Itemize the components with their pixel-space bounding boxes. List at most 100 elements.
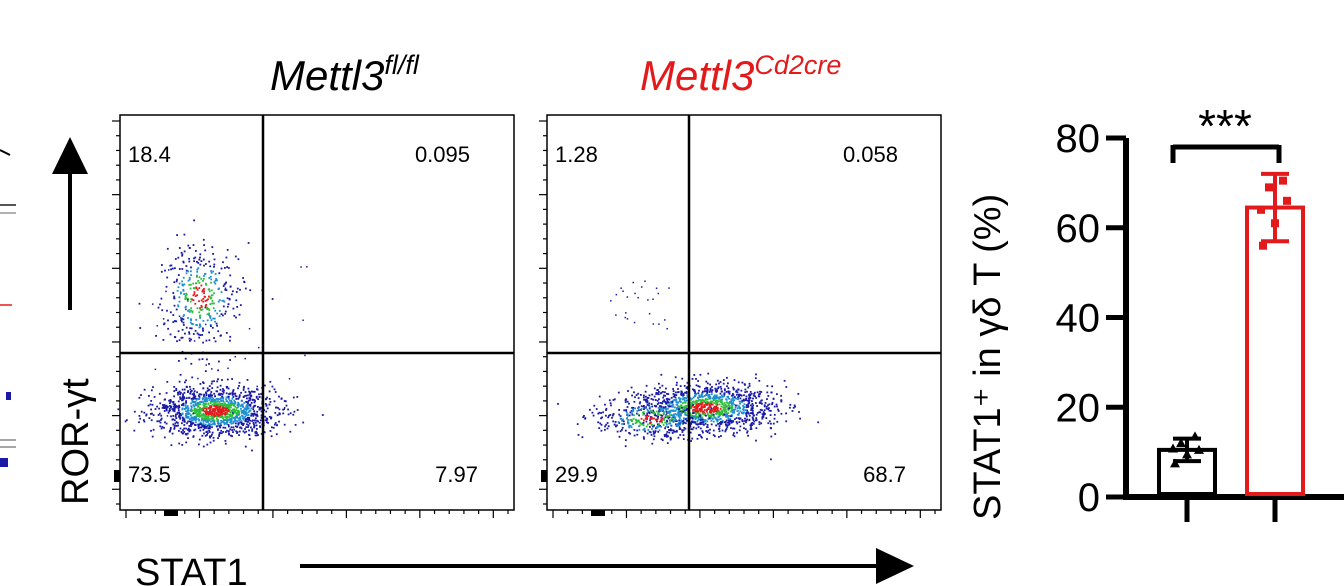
flow-event: [203, 393, 205, 396]
flow-event: [707, 407, 710, 409]
flow-event: [668, 410, 671, 413]
flow-event: [183, 388, 186, 391]
flow-event: [232, 390, 234, 393]
flow-event: [195, 403, 197, 405]
flow-event: [224, 312, 227, 315]
flow-event: [733, 396, 736, 398]
flow-event: [241, 414, 243, 417]
flow-event: [216, 279, 218, 282]
flow-event: [662, 424, 665, 426]
flow-event: [201, 398, 204, 401]
flow-event: [181, 397, 183, 400]
flow-event: [689, 397, 692, 400]
flow-event: [742, 420, 744, 423]
flow-event: [777, 410, 780, 412]
flow-event: [606, 427, 609, 430]
flow-event: [730, 398, 733, 401]
flow-event: [733, 432, 735, 435]
flow-event: [633, 391, 635, 394]
flow-event: [161, 407, 164, 409]
flow-event: [697, 385, 700, 387]
flow-event: [242, 410, 245, 413]
flow-event: [150, 419, 153, 422]
flow-event: [260, 393, 262, 395]
flow-event: [646, 401, 649, 404]
flow-event: [227, 367, 229, 370]
flow-event: [667, 417, 670, 420]
flow-event: [657, 392, 659, 394]
flow-event: [232, 404, 235, 407]
flow-event: [199, 315, 201, 317]
flow-event: [227, 396, 230, 399]
flow-event: [658, 391, 660, 393]
flow-event: [696, 410, 699, 413]
flow-event: [154, 368, 157, 371]
flow-event: [705, 414, 707, 417]
flow-event: [754, 395, 757, 398]
flow-event: [203, 432, 205, 435]
flow-event: [695, 409, 698, 412]
flow-event: [217, 422, 220, 425]
flow-event: [202, 401, 204, 403]
flow-event: [272, 426, 275, 429]
quadrant-label-bottom-left: 29.9: [555, 462, 598, 487]
flow-event: [642, 411, 644, 414]
flow-event: [208, 435, 211, 438]
flow-event: [173, 390, 176, 392]
flow-event: [245, 430, 248, 433]
flow-event: [666, 420, 669, 423]
flow-event: [197, 267, 200, 270]
flow-event: [185, 269, 188, 272]
flow-event: [597, 412, 600, 415]
flow-event: [715, 418, 718, 421]
flow-event: [635, 418, 637, 421]
flow-event: [176, 278, 178, 281]
flow-event: [615, 425, 617, 428]
flow-event: [243, 402, 246, 404]
flow-event: [683, 426, 686, 429]
flow-event: [735, 417, 738, 419]
flow-event: [755, 419, 758, 421]
flow-event: [247, 411, 250, 414]
flow-event: [685, 404, 688, 407]
flow-event: [192, 394, 195, 397]
flow-event: [183, 233, 186, 236]
flow-event: [715, 424, 718, 427]
flow-event: [747, 397, 750, 400]
flow-event: [156, 405, 158, 408]
flow-event: [196, 324, 198, 326]
flow-event: [700, 400, 702, 402]
flow-event: [254, 421, 257, 424]
flow-event: [162, 405, 165, 408]
flow-event: [695, 405, 698, 408]
flow-event: [240, 391, 242, 394]
flow-event: [706, 388, 709, 391]
flow-event: [238, 410, 241, 413]
flow-event: [681, 402, 684, 405]
flow-event: [236, 415, 238, 418]
flow-event: [728, 401, 731, 403]
flow-event: [635, 394, 638, 396]
flow-event: [244, 287, 247, 290]
flow-event: [237, 387, 239, 390]
y-tick-label: 40: [1056, 297, 1101, 341]
flow-event: [730, 400, 733, 403]
flow-event: [600, 423, 603, 426]
flow-event: [678, 405, 681, 408]
flow-event: [232, 396, 235, 398]
flow-event: [187, 437, 189, 439]
flow-event: [197, 262, 200, 264]
flow-event: [182, 315, 185, 318]
flow-event: [736, 398, 739, 400]
flow-event: [709, 405, 712, 408]
flow-event: [669, 411, 672, 414]
flow-event: [672, 388, 674, 390]
flow-event: [197, 408, 199, 411]
flow-event: [196, 268, 199, 271]
flow-event: [183, 391, 186, 394]
flow-event: [737, 388, 740, 391]
flow-event: [785, 412, 787, 415]
flow-event: [226, 429, 228, 432]
flow-event: [680, 393, 682, 396]
flow-event: [220, 397, 223, 400]
